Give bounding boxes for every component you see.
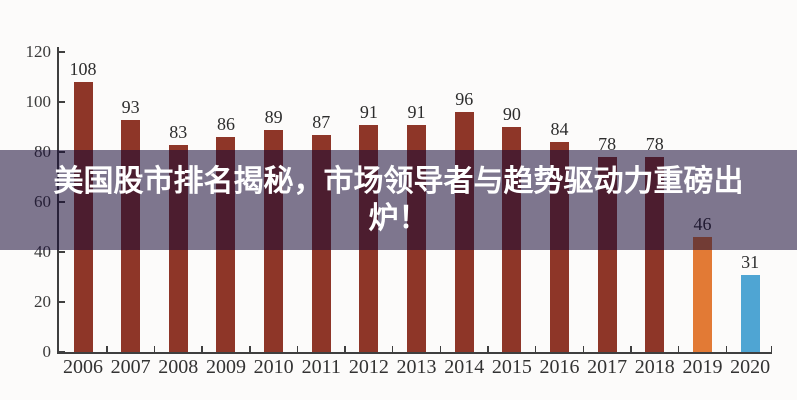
bar-value-label: 86 <box>216 114 235 134</box>
x-tick-label: 2020 <box>730 356 771 378</box>
bar-value-label: 91 <box>407 101 426 122</box>
x-tick-label: 2010 <box>253 356 294 378</box>
bar-value-label: 83 <box>169 121 188 142</box>
bar-value-label: 31 <box>741 251 760 272</box>
x-tick-label: 2014 <box>444 356 485 378</box>
y-tick <box>57 51 65 53</box>
bar-2020 <box>740 274 760 352</box>
y-tick <box>57 251 65 253</box>
x-tick-label: 2015 <box>491 356 532 378</box>
y-tick-label: 0 <box>42 342 52 361</box>
bar-value-label: 96 <box>455 89 474 109</box>
x-minor-tick <box>534 346 537 352</box>
y-tick-label: 120 <box>25 42 52 61</box>
x-minor-tick <box>582 346 585 352</box>
y-tick-label: 100 <box>25 92 52 111</box>
x-tick-label: 2006 <box>63 356 103 378</box>
bar-value-label: 91 <box>359 101 378 122</box>
x-minor-tick <box>391 346 394 352</box>
bar-value-label: 89 <box>264 106 283 127</box>
bar-value-label: 90 <box>502 104 521 124</box>
x-tick-label: 2008 <box>158 356 199 378</box>
x-axis <box>57 352 772 354</box>
y-tick <box>57 101 65 103</box>
bar-value-label: 84 <box>550 119 569 139</box>
x-minor-tick <box>725 346 728 352</box>
x-minor-tick <box>439 346 442 352</box>
x-tick-label: 2019 <box>682 356 723 378</box>
x-minor-tick <box>630 346 632 352</box>
x-tick-label: 2007 <box>110 356 151 378</box>
x-tick-label: 2011 <box>301 356 341 378</box>
x-minor-tick <box>487 346 489 352</box>
bar-value-label: 93 <box>121 96 140 117</box>
headline-band: 美国股市排名揭秘，市场领导者与趋势驱动力重磅出 炉！ <box>0 150 797 250</box>
x-tick-label: 2017 <box>587 356 628 378</box>
y-tick-label: 20 <box>34 292 51 311</box>
x-tick-label: 2012 <box>348 356 389 378</box>
x-tick-label: 2016 <box>539 356 580 378</box>
bar-value-label: 108 <box>69 59 97 79</box>
y-tick <box>57 351 65 353</box>
x-minor-tick <box>249 346 251 352</box>
bar-2019 <box>692 237 712 352</box>
x-tick-label: 2013 <box>396 356 437 378</box>
x-minor-tick <box>153 346 156 352</box>
x-minor-tick <box>296 346 299 352</box>
x-minor-tick <box>344 346 346 352</box>
x-minor-tick <box>106 346 108 352</box>
bar-value-label: 78 <box>598 134 617 154</box>
y-tick <box>57 301 65 303</box>
headline-line1: 美国股市排名揭秘，市场领导者与趋势驱动力重磅出 <box>53 165 744 198</box>
x-minor-tick <box>201 346 203 352</box>
x-end-tick <box>770 346 772 353</box>
bar-value-label: 87 <box>312 111 331 132</box>
x-tick-label: 2009 <box>205 356 246 378</box>
x-minor-tick <box>677 346 680 352</box>
bar-value-label: 78 <box>645 134 664 154</box>
x-tick-label: 2018 <box>634 356 675 378</box>
headline-line2: 炉！ <box>368 202 429 235</box>
